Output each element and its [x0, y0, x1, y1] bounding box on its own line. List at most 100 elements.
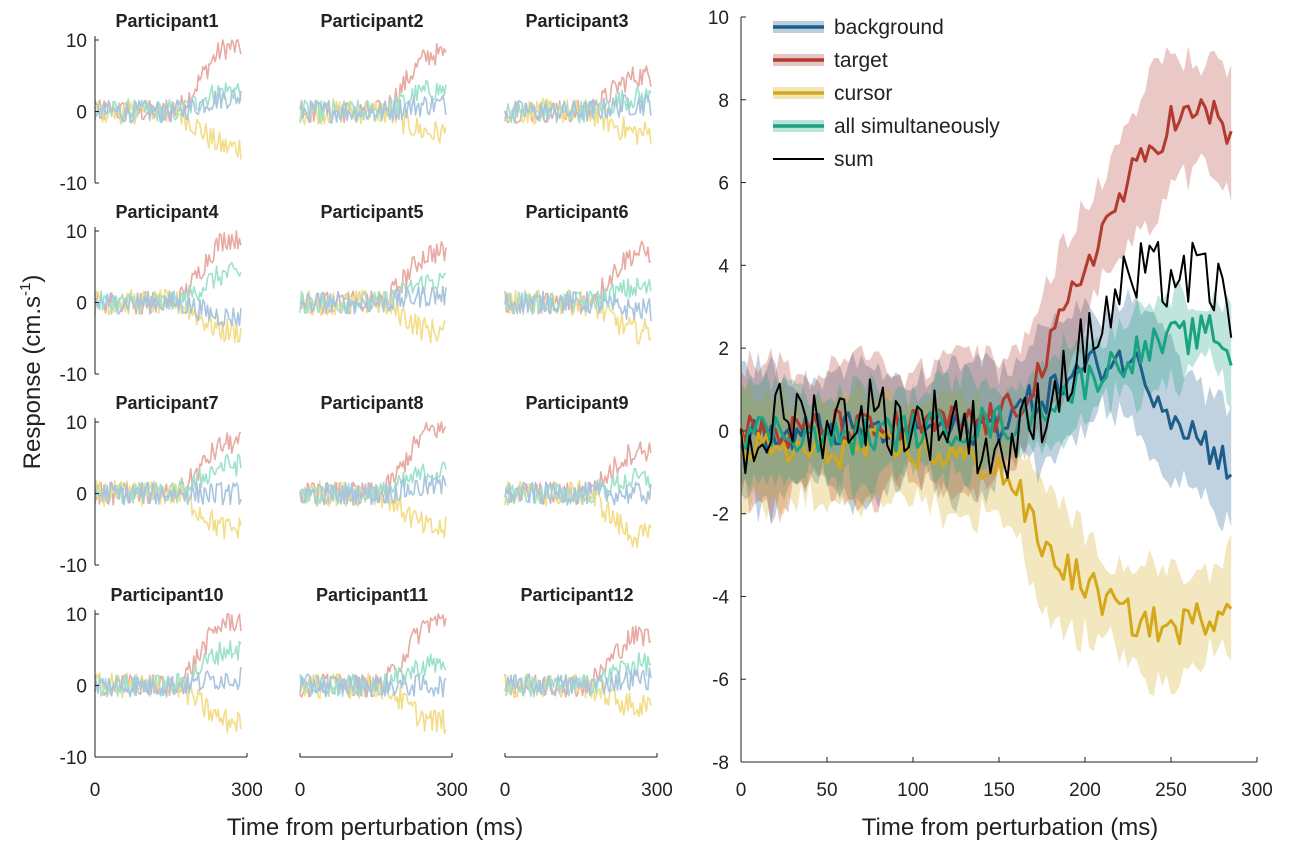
all-simultaneously-mean-line	[740, 314, 1233, 456]
x-tick-label: 0	[295, 780, 306, 801]
participant-panel: Participant2	[299, 11, 447, 144]
participant-background-line	[299, 285, 447, 315]
participant-cursor-line	[94, 671, 242, 734]
x-tick-label: 100	[897, 780, 929, 801]
left-y-axis-label: Response (cm.s-1)	[17, 275, 46, 470]
x-tick-label: 150	[983, 780, 1015, 801]
participant-panel: Participant11 0 300	[295, 585, 468, 801]
legend-label: sum	[834, 148, 874, 171]
x-tick-label: 300	[1241, 780, 1273, 801]
participant-all-simultaneously-line	[94, 453, 242, 505]
group-mean-panel: 10 8 6 4 2 0 -2 -4 -6 -8 0 50 100 150 200 250 300	[708, 8, 1273, 801]
participant-panel: Participant3	[504, 11, 652, 145]
participant-panel: Participant6	[504, 202, 652, 345]
participant-background-line	[504, 94, 652, 123]
participant-cursor-line	[299, 98, 447, 144]
participant-background-line	[504, 290, 652, 322]
y-tick-label: 10	[66, 413, 87, 434]
participant-all-simultaneously-line	[94, 82, 242, 124]
participant-title: Participant1	[115, 11, 218, 31]
participant-title: Participant8	[320, 393, 423, 413]
participant-background-line	[299, 94, 447, 124]
participant-all-simultaneously-line	[299, 461, 447, 506]
all-simultaneously-error-band	[741, 281, 1232, 501]
y-tick-label: 2	[718, 339, 729, 360]
participant-panel: Participant5	[299, 202, 447, 344]
participant-title: Participant6	[525, 202, 628, 222]
y-tick-label: -10	[60, 365, 87, 386]
y-tick-label: 8	[718, 91, 729, 112]
legend: background target cursor all simultaneously…	[773, 16, 1000, 171]
participant-title: Participant10	[110, 585, 223, 605]
legend-label: target	[834, 49, 888, 72]
participant-title: Participant3	[525, 11, 628, 31]
participant-background-line	[94, 87, 242, 124]
participant-panel: Participant7 10 0 -10	[60, 393, 242, 577]
participant-title: Participant9	[525, 393, 628, 413]
participant-background-line	[94, 290, 242, 328]
y-tick-label: 6	[718, 174, 729, 195]
participant-cursor-line	[504, 479, 652, 549]
right-x-axis-label: Time from perturbation (ms)	[862, 814, 1159, 841]
participant-background-line	[504, 481, 652, 506]
y-tick-label: 10	[66, 605, 87, 626]
left-x-axis-label: Time from perturbation (ms)	[227, 814, 524, 841]
y-tick-label: -8	[712, 753, 729, 774]
cursor-error-band	[741, 379, 1232, 696]
y-tick-label: -10	[60, 748, 87, 769]
participant-all-simultaneously-line	[299, 653, 447, 698]
y-tick-label: 0	[76, 677, 87, 698]
legend-label: background	[834, 16, 944, 39]
target-mean-line	[739, 98, 1233, 449]
y-tick-label: 4	[718, 256, 729, 277]
x-tick-label: 300	[231, 780, 263, 801]
participant-title: Participant11	[316, 585, 428, 605]
participant-panel: Participant12 0 300	[500, 585, 673, 801]
y-tick-label: 0	[76, 103, 87, 124]
participant-background-line	[94, 666, 242, 698]
y-tick-label: -6	[712, 670, 729, 691]
participant-title: Participant7	[115, 393, 218, 413]
participant-background-line	[299, 673, 447, 698]
y-tick-label: 10	[66, 31, 87, 52]
legend-label: all simultaneously	[834, 115, 1000, 138]
y-tick-label: 10	[66, 222, 87, 243]
participant-all-simultaneously-line	[504, 277, 652, 315]
participant-title: Participant12	[520, 585, 633, 605]
x-tick-label: 200	[1069, 780, 1101, 801]
x-tick-label: 0	[736, 780, 747, 801]
participant-all-simultaneously-line	[299, 272, 447, 315]
participant-background-line	[299, 474, 447, 506]
y-tick-label: 0	[718, 422, 729, 443]
participant-panel: Participant1 10 0 -10	[60, 11, 242, 195]
participant-all-simultaneously-line	[94, 261, 242, 315]
participant-panel: Participant4 10 0 -10	[60, 202, 242, 386]
y-tick-label: -4	[712, 587, 729, 608]
x-tick-label: 0	[500, 780, 511, 801]
background-error-band	[741, 288, 1232, 532]
participant-cursor-line	[504, 672, 652, 718]
y-tick-label: -10	[60, 174, 87, 195]
x-tick-label: 300	[436, 780, 468, 801]
participant-title: Participant4	[115, 202, 218, 222]
sum-mean-line	[740, 240, 1233, 479]
x-tick-label: 300	[641, 780, 673, 801]
y-tick-label: 0	[76, 485, 87, 506]
participant-background-line	[94, 481, 242, 506]
participant-cursor-line	[504, 288, 652, 345]
x-tick-label: 50	[816, 780, 837, 801]
participant-background-line	[504, 667, 652, 697]
participant-title: Participant2	[320, 11, 423, 31]
y-tick-label: -2	[712, 505, 729, 526]
y-tick-label: 0	[76, 294, 87, 315]
x-tick-label: 250	[1155, 780, 1187, 801]
participant-all-simultaneously-line	[299, 79, 447, 124]
participant-panel: Participant8	[299, 393, 447, 539]
x-tick-label: 0	[90, 780, 101, 801]
target-error-band	[741, 46, 1232, 525]
participant-panel: Participant9	[504, 393, 652, 549]
y-tick-label: 10	[708, 8, 729, 29]
